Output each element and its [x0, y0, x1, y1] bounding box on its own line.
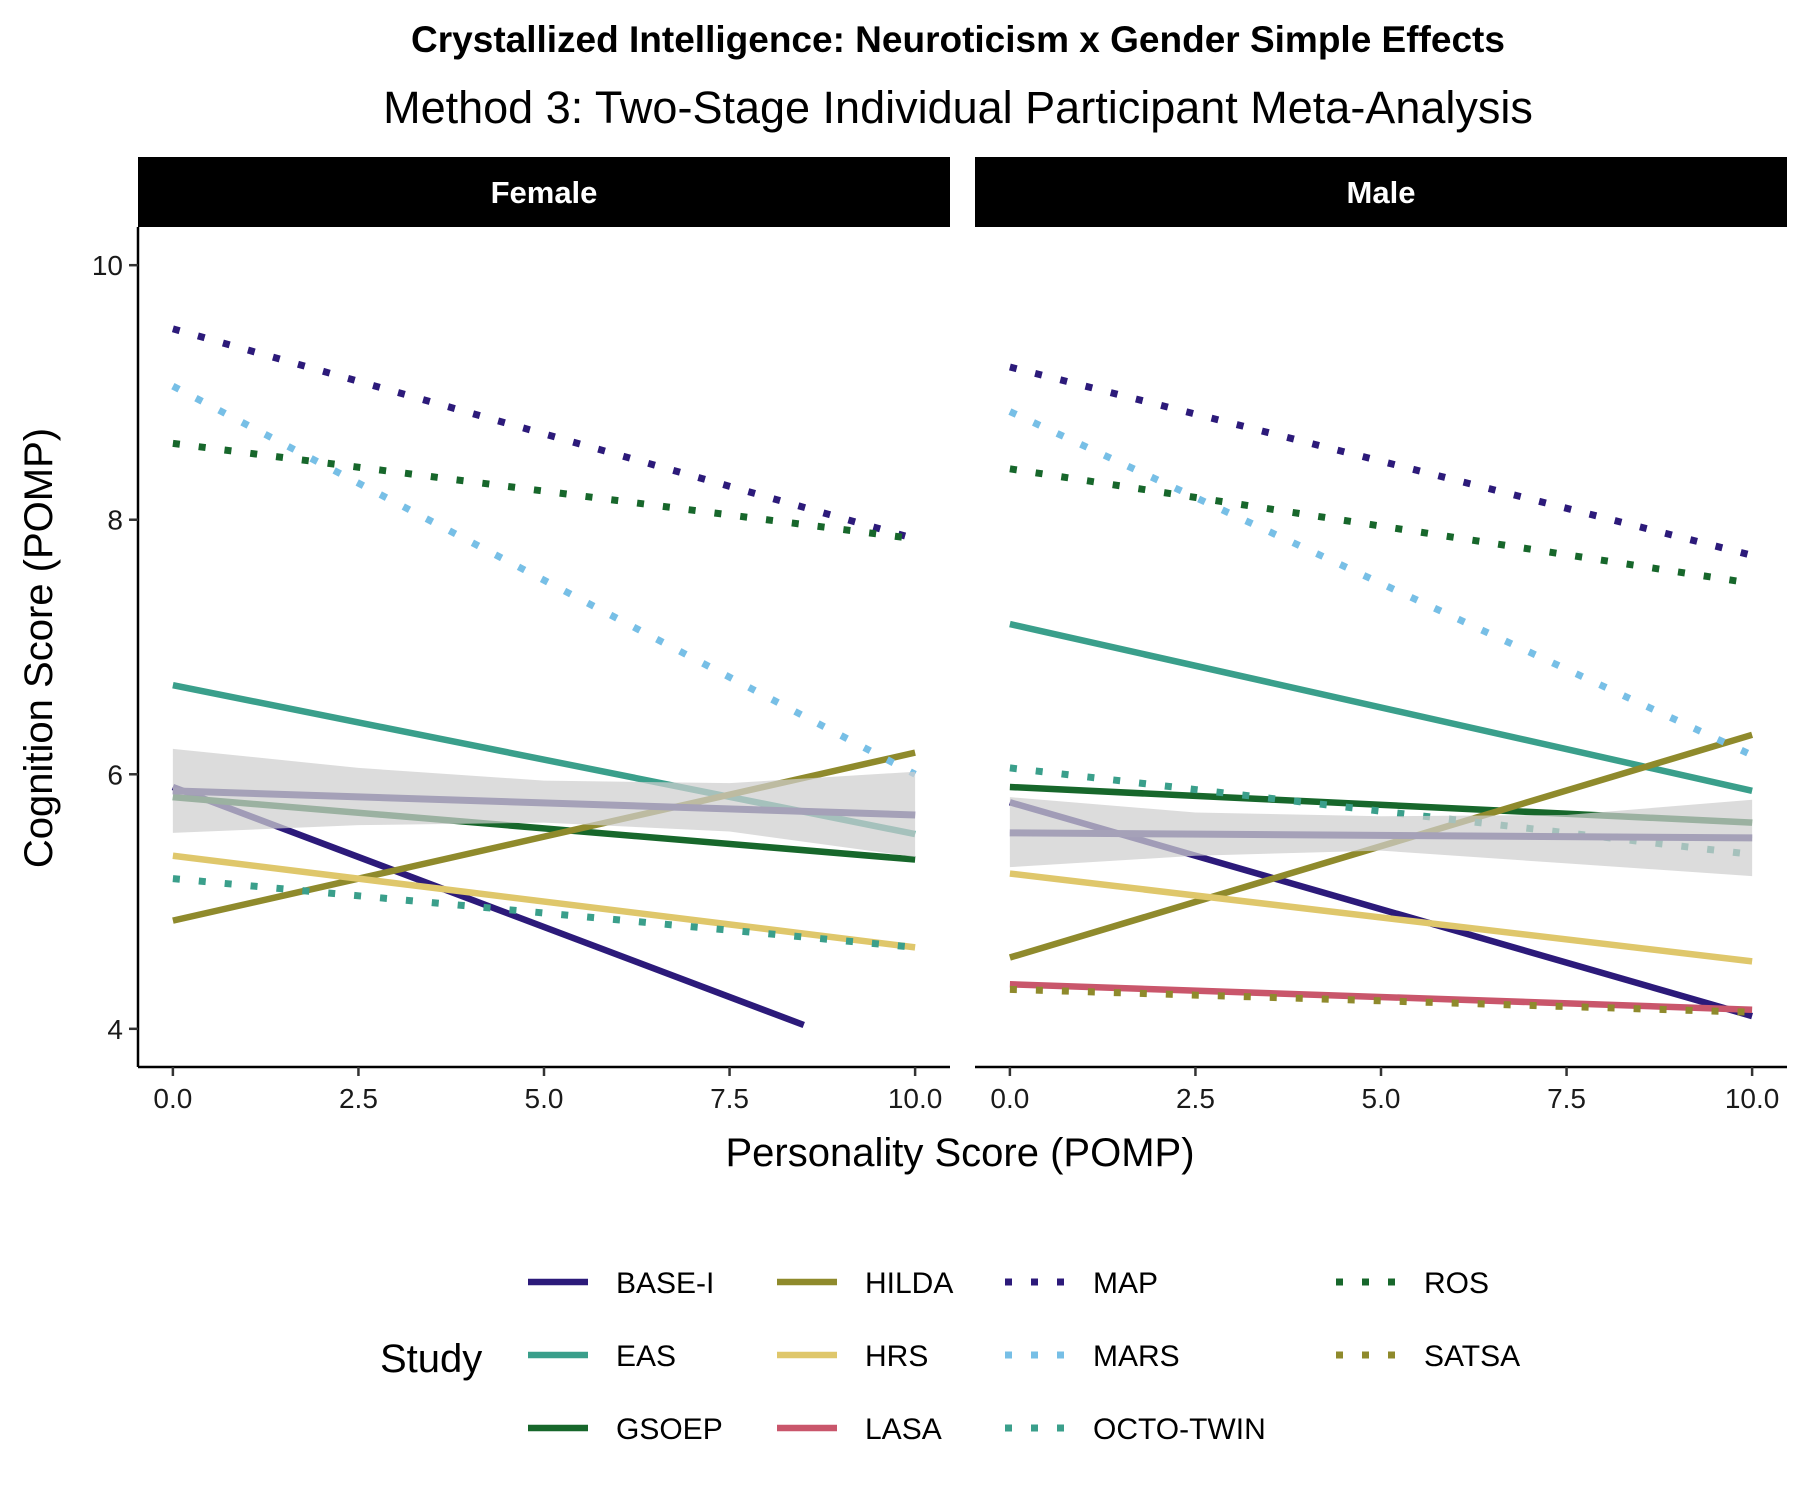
legend-title: Study [380, 1337, 482, 1381]
x-tick-label-female-4: 10.0 [888, 1083, 943, 1114]
y-tick-label-2: 8 [107, 505, 123, 536]
y-tick-label-3: 10 [92, 250, 123, 281]
legend-label-lasa: LASA [865, 1413, 942, 1446]
confidence-ribbon-male [1009, 797, 1753, 877]
facet-label-female: Female [491, 175, 598, 210]
series-line-male-hrs [1009, 870, 1753, 965]
confidence-ribbon-female [172, 748, 916, 857]
x-tick-label-female-2: 5.0 [525, 1083, 564, 1114]
legend-label-base-i: BASE-I [616, 1267, 714, 1300]
x-tick-label-male-4: 10.0 [1725, 1083, 1780, 1114]
legend-label-satsa: SATSA [1424, 1340, 1520, 1373]
x-tick-label-female-3: 7.5 [710, 1083, 749, 1114]
legend: Study BASE-I EAS GSOEP HILDA HRS LASA MAP MARS O… [380, 1267, 1520, 1446]
x-tick-label-male-2: 5.0 [1362, 1083, 1401, 1114]
series-line-female-hrs [172, 852, 916, 951]
panel-male: Male 0.0 2.5 5.0 7.5 10.0 [975, 157, 1787, 1114]
series-line-male-eas [1009, 620, 1753, 794]
panel-female: Female 4 6 8 10 0.0 2.5 5.0 7.5 10.0 [92, 157, 950, 1114]
legend-label-hrs: HRS [865, 1340, 928, 1373]
legend-label-gsoep: GSOEP [616, 1413, 723, 1446]
y-axis-title: Cognition Score (POMP) [17, 428, 61, 868]
x-tick-label-female-1: 2.5 [339, 1083, 378, 1114]
x-axis-title: Personality Score (POMP) [725, 1131, 1194, 1175]
x-tick-label-male-3: 7.5 [1547, 1083, 1586, 1114]
facet-strip-male [975, 157, 1787, 227]
x-tick-label-male-0: 0.0 [990, 1083, 1029, 1114]
chart-subtitle: Method 3: Two-Stage Individual Participa… [383, 82, 1533, 133]
series-line-male-lasa [1009, 981, 1753, 1013]
y-tick-label-0: 4 [107, 1014, 123, 1045]
legend-label-hilda: HILDA [865, 1267, 953, 1300]
facet-strip-female [138, 157, 950, 227]
legend-label-eas: EAS [616, 1340, 676, 1373]
legend-label-octo-twin: OCTO-TWIN [1093, 1413, 1266, 1446]
legend-label-ros: ROS [1424, 1267, 1489, 1300]
x-tick-label-male-1: 2.5 [1176, 1083, 1215, 1114]
series-line-female-mars [171, 382, 917, 778]
facet-label-male: Male [1347, 175, 1416, 210]
y-tick-label-1: 6 [107, 759, 123, 790]
x-tick-label-female-0: 0.0 [153, 1083, 192, 1114]
series-line-male-ros [1009, 465, 1753, 587]
facet-panels: Female 4 6 8 10 0.0 2.5 5.0 7.5 10.0 Male 0.0 2.5 5.0… [92, 157, 1787, 1114]
series-line-male-mars [1008, 408, 1754, 759]
legend-label-map: MAP [1093, 1267, 1158, 1300]
legend-label-mars: MARS [1093, 1340, 1180, 1373]
chart-title: Crystallized Intelligence: Neuroticism x… [411, 19, 1505, 60]
